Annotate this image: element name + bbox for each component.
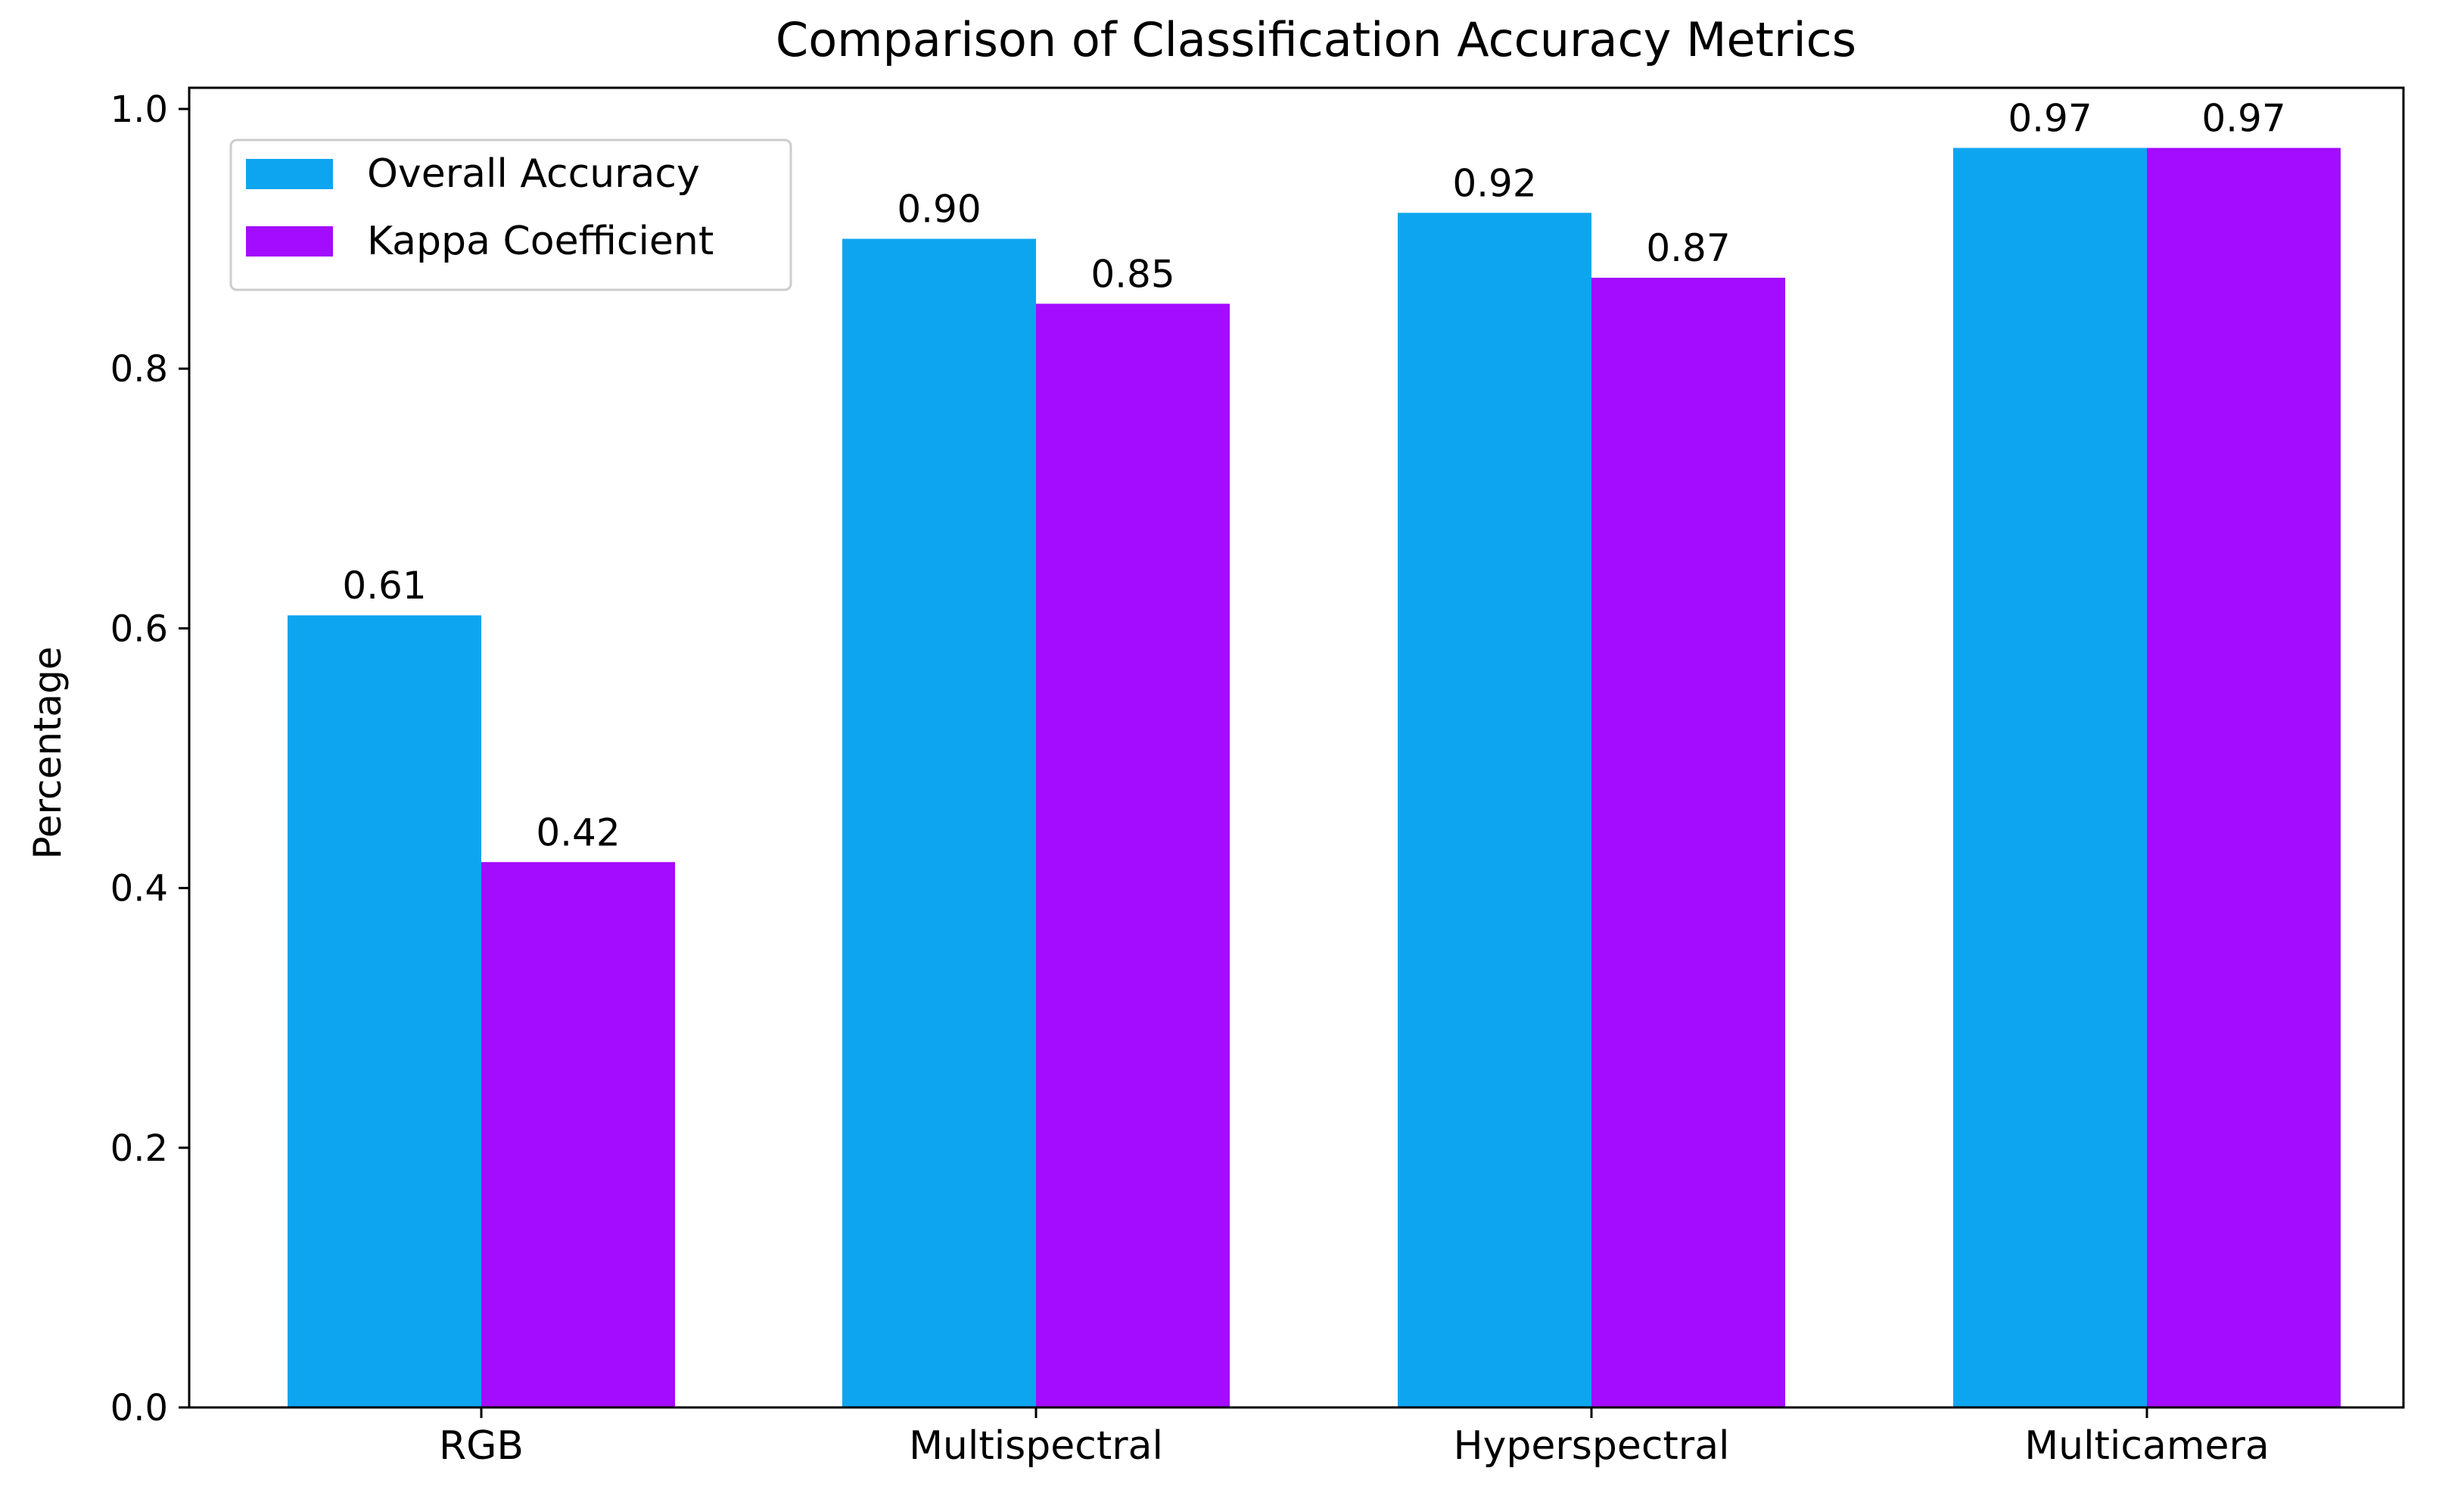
bar-kappa-coefficient-rgb [481,862,675,1407]
x-tick-label-hyperspectral: Hyperspectral [1453,1423,1729,1469]
chart-title: Comparison of Classification Accuracy Me… [776,12,1856,67]
y-axis: 0.0 0.2 0.4 0.6 0.8 1.0 [110,89,189,1429]
bar-value-label-overall-accuracy-multispectral: 0.90 [897,188,981,232]
bar-value-label-kappa-coefficient-hyperspectral: 0.87 [1646,226,1730,270]
bars-layer [288,148,2341,1408]
bar-overall-accuracy-multispectral [842,238,1036,1408]
bar-overall-accuracy-multicamera [1953,148,2147,1408]
legend: Overall Accuracy Kappa Coefficient [229,138,792,291]
bar-labels-layer: 0.61 0.42 0.90 0.85 0.92 0.87 0.97 0.97 [342,96,2285,854]
x-tick-label-multispectral: Multispectral [909,1423,1163,1469]
legend-label-kappa-coefficient: Kappa Coefficient [367,219,714,264]
bar-value-label-kappa-coefficient-multispectral: 0.85 [1090,252,1174,296]
bar-kappa-coefficient-multicamera [2147,148,2341,1408]
bar-value-label-kappa-coefficient-multicamera: 0.97 [2201,96,2285,140]
bar-kappa-coefficient-multispectral [1036,303,1230,1407]
y-tick-label-0-8: 0.8 [110,348,168,390]
y-axis-label: Percentage [26,646,70,859]
bar-kappa-coefficient-hyperspectral [1591,278,1785,1408]
y-tick-label-0-4: 0.4 [110,868,168,910]
bar-overall-accuracy-rgb [288,615,481,1407]
bar-value-label-overall-accuracy-rgb: 0.61 [342,564,426,608]
bar-overall-accuracy-hyperspectral [1398,213,1591,1407]
bar-value-label-overall-accuracy-hyperspectral: 0.92 [1452,161,1536,205]
x-tick-label-multicamera: Multicamera [2024,1423,2269,1469]
x-tick-label-rgb: RGB [439,1423,524,1469]
x-axis: RGB Multispectral Hyperspectral Multicamera [439,1407,2270,1469]
plot-frame [188,86,2405,1409]
y-tick-label-1-0: 1.0 [110,89,168,131]
y-tick-label-0-0: 0.0 [110,1387,168,1429]
legend-label-overall-accuracy: Overall Accuracy [367,151,700,197]
bar-value-label-overall-accuracy-multicamera: 0.97 [2008,96,2092,140]
bar-value-label-kappa-coefficient-rgb: 0.42 [536,810,620,854]
legend-swatch-kappa-coefficient [246,226,333,257]
legend-box [229,138,792,291]
y-tick-label-0-6: 0.6 [110,608,168,650]
legend-swatch-overall-accuracy [246,159,333,189]
y-tick-label-0-2: 0.2 [110,1127,168,1170]
